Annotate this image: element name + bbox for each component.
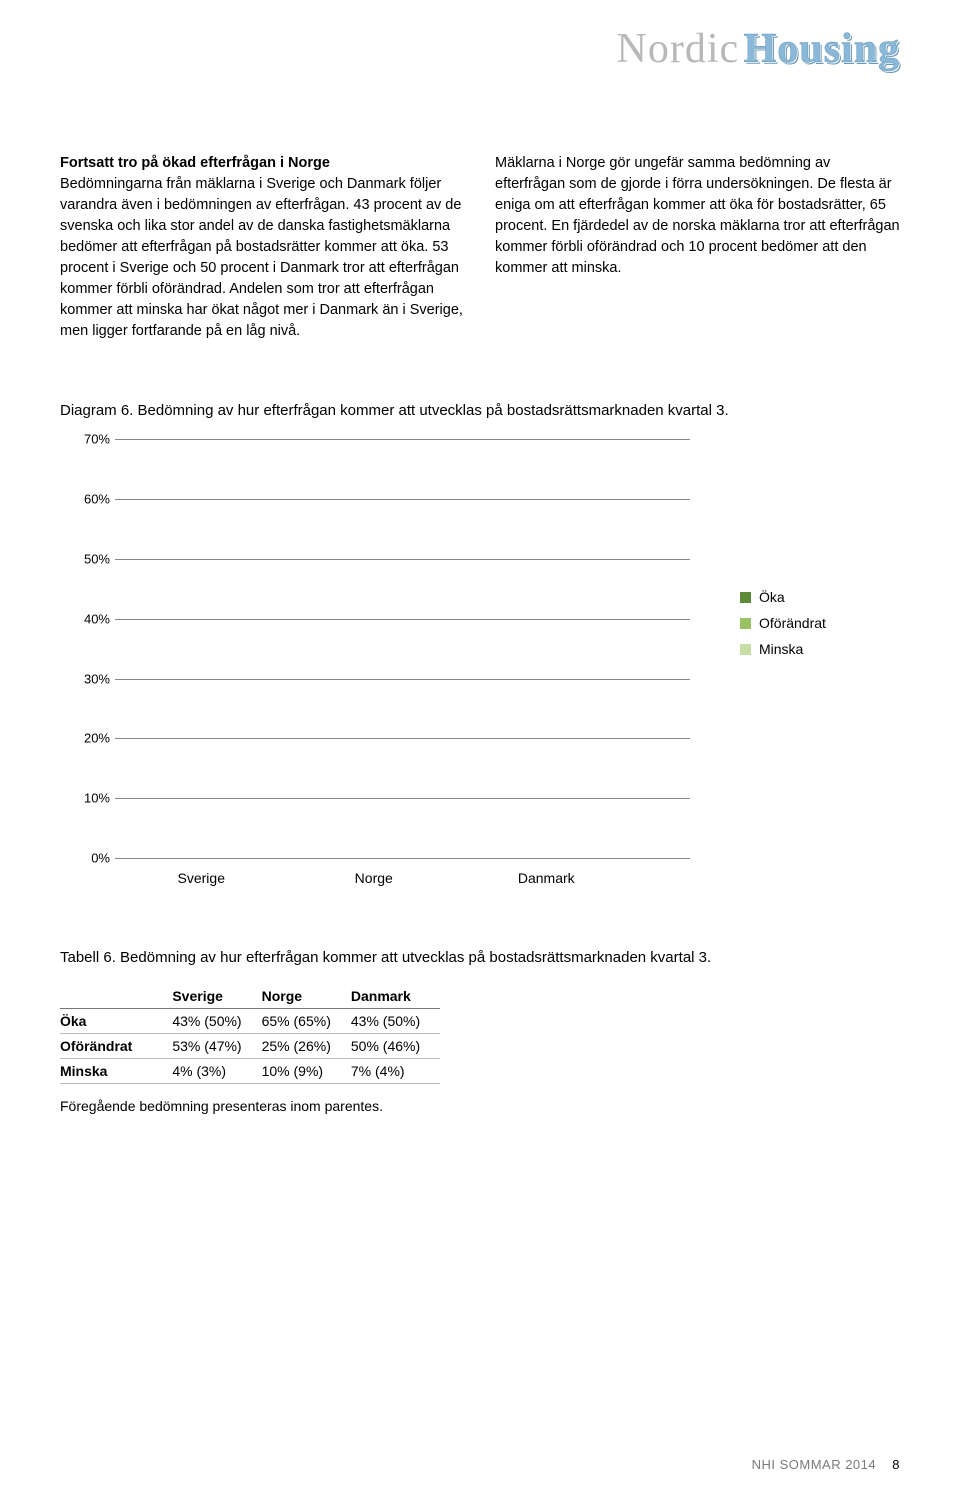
column-left-body: Bedömningarna från mäklarna i Sverige oc… <box>60 176 463 339</box>
y-axis-label: 10% <box>65 791 110 806</box>
y-axis-label: 50% <box>65 551 110 566</box>
column-left: Fortsatt tro på ökad efterfrågan i Norge… <box>60 153 465 342</box>
table-row: Minska4% (3%)10% (9%)7% (4%) <box>60 1059 440 1084</box>
gridline <box>115 798 690 799</box>
table-column-header <box>60 984 172 1009</box>
gridline <box>115 559 690 560</box>
table-cell: 50% (46%) <box>351 1034 440 1059</box>
table-column-header: Sverige <box>172 984 261 1009</box>
table-note: Föregående bedömning presenteras inom pa… <box>60 1098 900 1114</box>
logo-word-nordic: Nordic <box>617 26 740 72</box>
y-axis-label: 20% <box>65 731 110 746</box>
table-cell: 7% (4%) <box>351 1059 440 1084</box>
table-cell: 65% (65%) <box>262 1009 351 1034</box>
body-columns: Fortsatt tro på ökad efterfrågan i Norge… <box>60 153 900 342</box>
table-title: Tabell 6. Bedömning av hur efterfrågan k… <box>60 949 900 966</box>
table-column-header: Norge <box>262 984 351 1009</box>
page-footer: NHI SOMMAR 2014 8 <box>752 1457 900 1472</box>
legend-item: Minska <box>740 641 826 657</box>
bar-chart: 0%10%20%30%40%50%60%70%SverigeNorgeDanma… <box>60 439 700 899</box>
legend-label: Oförändrat <box>759 615 826 631</box>
brand-logo: Nordic Housing <box>60 25 900 73</box>
legend-item: Öka <box>740 589 826 605</box>
table-cell: 25% (26%) <box>262 1034 351 1059</box>
y-axis-label: 0% <box>65 851 110 866</box>
table-cell: 10% (9%) <box>262 1059 351 1084</box>
column-right-body: Mäklarna i Norge gör ungefär samma bedöm… <box>495 155 900 276</box>
table-cell: 53% (47%) <box>172 1034 261 1059</box>
chart-title: Diagram 6. Bedömning av hur efterfrågan … <box>60 402 900 419</box>
legend-swatch <box>740 592 751 603</box>
x-axis-label: Danmark <box>456 870 636 886</box>
gridline <box>115 619 690 620</box>
table-body: Öka43% (50%)65% (65%)43% (50%)Oförändrat… <box>60 1009 440 1084</box>
table-row-header: Minska <box>60 1059 172 1084</box>
plot-area: 0%10%20%30%40%50%60%70%SverigeNorgeDanma… <box>115 439 690 859</box>
gridline <box>115 679 690 680</box>
table-header-row: SverigeNorgeDanmark <box>60 984 440 1009</box>
gridline <box>115 439 690 440</box>
legend-swatch <box>740 618 751 629</box>
table-row: Oförändrat53% (47%)25% (26%)50% (46%) <box>60 1034 440 1059</box>
table-column-header: Danmark <box>351 984 440 1009</box>
table-cell: 43% (50%) <box>172 1009 261 1034</box>
table-row-header: Öka <box>60 1009 172 1034</box>
y-axis-label: 60% <box>65 491 110 506</box>
y-axis-label: 30% <box>65 671 110 686</box>
footer-text: NHI SOMMAR 2014 <box>752 1457 877 1472</box>
column-left-heading: Fortsatt tro på ökad efterfrågan i Norge <box>60 155 330 171</box>
chart-legend: Öka Oförändrat Minska <box>740 589 826 667</box>
table-cell: 43% (50%) <box>351 1009 440 1034</box>
y-axis-label: 40% <box>65 611 110 626</box>
column-right: Mäklarna i Norge gör ungefär samma bedöm… <box>495 153 900 342</box>
gridline <box>115 738 690 739</box>
gridline <box>115 499 690 500</box>
legend-item: Oförändrat <box>740 615 826 631</box>
x-axis-label: Sverige <box>111 870 291 886</box>
y-axis-label: 70% <box>65 432 110 447</box>
legend-swatch <box>740 644 751 655</box>
logo-word-housing: Housing <box>744 26 900 72</box>
chart-container: 0%10%20%30%40%50%60%70%SverigeNorgeDanma… <box>60 439 900 899</box>
x-axis-label: Norge <box>284 870 464 886</box>
legend-label: Minska <box>759 641 803 657</box>
page-number: 8 <box>892 1457 900 1472</box>
legend-label: Öka <box>759 589 785 605</box>
table-row-header: Oförändrat <box>60 1034 172 1059</box>
table-cell: 4% (3%) <box>172 1059 261 1084</box>
table-row: Öka43% (50%)65% (65%)43% (50%) <box>60 1009 440 1034</box>
data-table: SverigeNorgeDanmark Öka43% (50%)65% (65%… <box>60 984 440 1084</box>
